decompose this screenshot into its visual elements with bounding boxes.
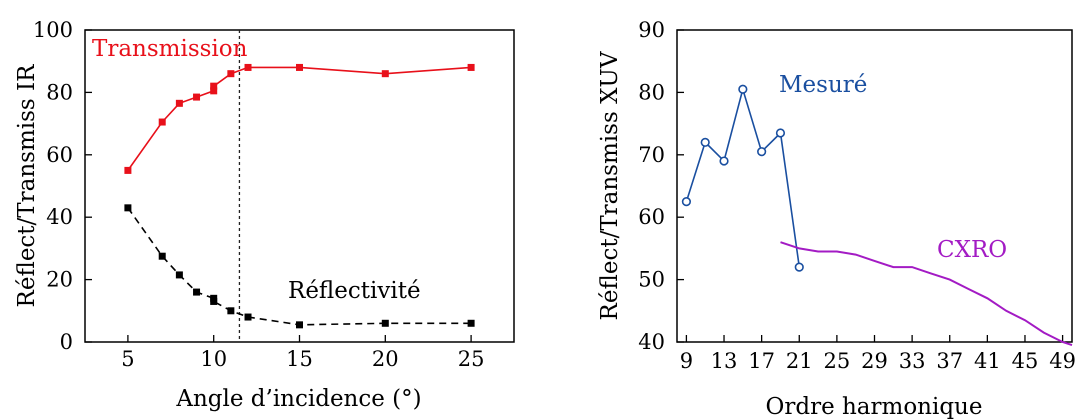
- ir-series-0-point: [244, 63, 252, 71]
- xuv-ticks: 9 13 17 21 25 29 33 37 41 45 49 40 50 60 70 80 90: [638, 18, 1076, 373]
- xuv-series-0-point: [757, 147, 767, 157]
- ir-series-0-line: [127, 66, 472, 171]
- ir-series-0-point: [227, 70, 235, 78]
- ir-series-0-point: [158, 118, 166, 126]
- xuv-x-tick-label: 49: [1049, 349, 1076, 373]
- xuv-series-0-point: [794, 262, 804, 272]
- ir-series-0-point: [467, 63, 475, 71]
- xuv-y-axis-label: Réflect/Transmiss XUV: [597, 51, 623, 320]
- xuv-y-tick-label: 90: [638, 18, 665, 42]
- xuv-series-0-line: [685, 86, 801, 268]
- ir-series-0-point: [381, 70, 389, 78]
- ir-x-tick-label: 25: [458, 347, 485, 371]
- xuv-y-tick-label: 60: [638, 205, 665, 229]
- ir-y-tick-label: 0: [60, 330, 73, 354]
- xuv-series-0-point: [775, 128, 786, 138]
- ir-series-1-point: [467, 319, 475, 327]
- ir-series-1-point: [244, 313, 252, 321]
- ir-series-1-point: [210, 297, 218, 305]
- xuv-x-tick-label: 13: [711, 349, 738, 373]
- ir-series-1-point: [175, 271, 183, 279]
- ir-series-0-point: [175, 99, 183, 107]
- ir-x-tick-label: 10: [200, 347, 227, 371]
- xuv-series-0-point: [681, 197, 692, 207]
- xuv-x-tick-label: 21: [786, 349, 813, 373]
- ir-series-1-point: [227, 307, 235, 315]
- xuv-x-tick-label: 45: [1012, 349, 1039, 373]
- ir-y-tick-label: 60: [46, 143, 73, 167]
- xuv-series-0-point: [719, 156, 729, 166]
- xuv-y-tick-label: 80: [638, 80, 665, 104]
- ir-y-tick-label: 20: [46, 268, 73, 292]
- ir-x-tick-label: 5: [121, 347, 134, 371]
- xuv-panel: 9 13 17 21 25 29 33 37 41 45 49 40 50 60 70 80 90 Ordre …: [597, 18, 1076, 419]
- ir-y-axis-label: Réflect/Transmiss IR: [14, 64, 40, 308]
- ir-series-1-point: [381, 319, 389, 327]
- xuv-series-0-point: [700, 137, 710, 147]
- ir-panel: 5 10 15 20 25 0 20 40 60 80 100 Angle d’incidence …: [14, 18, 515, 412]
- ir-x-tick-label: 20: [372, 347, 399, 371]
- ir-series: [124, 30, 475, 342]
- transmission-label: Transmission: [92, 36, 248, 62]
- reflectivite-label: Réflectivité: [288, 278, 421, 304]
- ir-series-0-point: [210, 87, 218, 95]
- xuv-x-tick-label: 29: [861, 349, 888, 373]
- ir-x-axis-label: Angle d’incidence (°): [175, 386, 421, 412]
- ir-series-1-point: [193, 288, 201, 296]
- ir-series-1-point: [296, 321, 303, 329]
- mesure-label: Mesuré: [779, 72, 867, 98]
- cxro-label: CXRO: [937, 237, 1007, 263]
- xuv-y-tick-label: 40: [638, 330, 665, 354]
- xuv-x-tick-label: 17: [748, 349, 775, 373]
- ir-series-1-line: [127, 207, 472, 326]
- xuv-plot-frame: [676, 29, 1073, 343]
- ir-y-tick-label: 40: [46, 205, 73, 229]
- xuv-x-tick-label: 33: [899, 349, 926, 373]
- ir-series-0-point: [296, 63, 303, 71]
- ir-series-0-point: [124, 166, 132, 174]
- ir-series-1-point: [158, 252, 166, 260]
- xuv-x-tick-label: 9: [680, 349, 693, 373]
- xuv-y-tick-label: 50: [638, 268, 665, 292]
- xuv-series-1-line: [780, 241, 1073, 347]
- ir-x-tick-label: 15: [286, 347, 313, 371]
- xuv-x-axis-label: Ordre harmonique: [766, 394, 983, 419]
- ir-y-tick-label: 100: [33, 18, 73, 42]
- xuv-series: [681, 84, 1073, 347]
- ir-ticks: 5 10 15 20 25 0 20 40 60 80 100: [33, 18, 485, 371]
- xuv-x-tick-label: 25: [824, 349, 851, 373]
- xuv-series-0-point: [738, 84, 748, 94]
- xuv-y-tick-label: 70: [638, 143, 665, 167]
- ir-y-tick-label: 80: [46, 80, 73, 104]
- ir-series-1-point: [124, 204, 132, 212]
- xuv-x-tick-label: 41: [974, 349, 1001, 373]
- ir-series-0-point: [210, 82, 218, 90]
- xuv-x-tick-label: 37: [936, 349, 963, 373]
- ir-series-0-point: [193, 93, 201, 101]
